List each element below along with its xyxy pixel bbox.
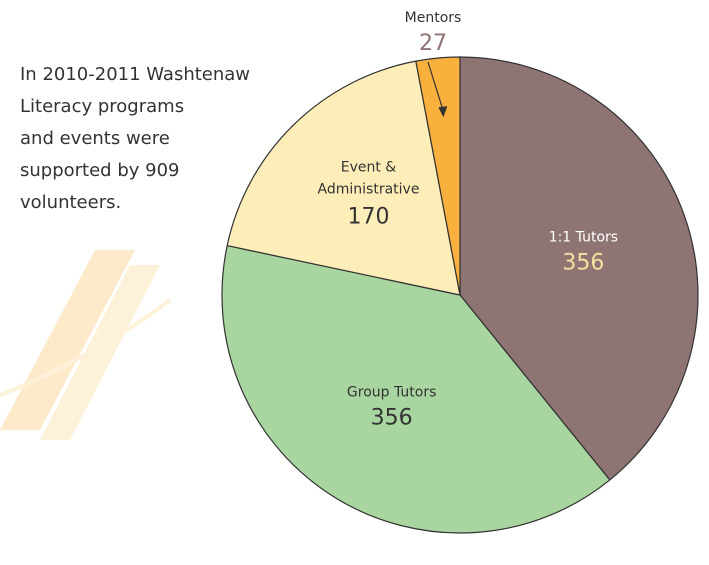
annotation-line: supported by 909 — [20, 160, 180, 181]
annotation-line: Literacy programs — [20, 96, 184, 117]
pie-slice — [459, 56, 699, 481]
annotation-line: and events were — [20, 128, 170, 149]
pie-slice — [226, 60, 461, 296]
slice-name: Group Tutors — [347, 385, 436, 401]
pie — [221, 56, 699, 534]
labels: 1:1 Tutors 356 Group Tutors 356 Event & Admin… — [318, 10, 619, 431]
decoration — [0, 250, 172, 440]
annotation-line: In 2010-2011 Washtenaw — [20, 64, 250, 85]
pie-slice — [221, 244, 611, 534]
pie-slice — [415, 56, 461, 296]
annotation: In 2010-2011 Washtenaw Literacy programs a… — [20, 64, 250, 213]
arrow-head — [438, 106, 448, 118]
value-label: 356 — [371, 406, 413, 431]
slice-name: Event & Administrative — [318, 159, 420, 197]
annotation-line: volunteers. — [20, 192, 121, 213]
value-label: 27 — [419, 31, 447, 56]
value-label: 170 — [347, 204, 389, 229]
value-label: 356 — [562, 250, 604, 275]
slice-name: Mentors — [405, 10, 462, 26]
slice-name-part: Administrative — [318, 181, 420, 197]
label-arrow — [427, 61, 444, 112]
slice-name: 1:1 Tutors — [549, 229, 618, 245]
slice-name-part: Event & — [341, 159, 397, 175]
